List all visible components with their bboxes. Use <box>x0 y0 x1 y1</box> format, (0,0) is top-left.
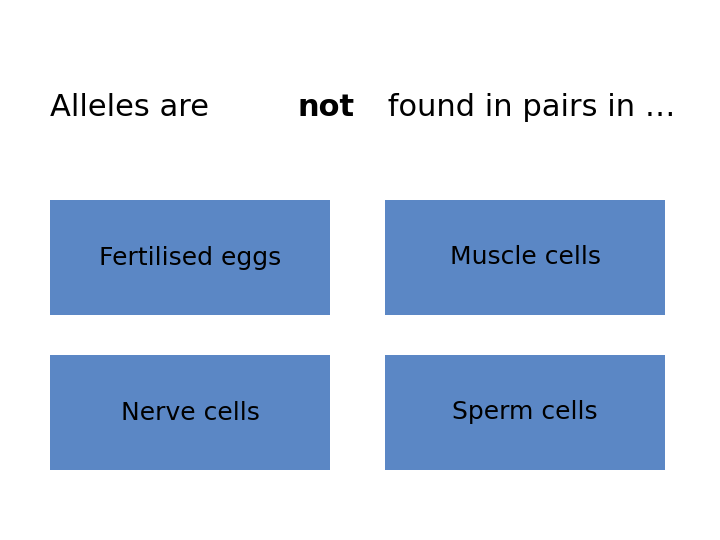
Text: Alleles are: Alleles are <box>50 93 219 123</box>
Text: Muscle cells: Muscle cells <box>449 246 600 269</box>
FancyBboxPatch shape <box>50 200 330 315</box>
Text: not: not <box>297 93 355 123</box>
Text: Sperm cells: Sperm cells <box>452 401 598 424</box>
FancyBboxPatch shape <box>385 355 665 470</box>
Text: Nerve cells: Nerve cells <box>120 401 259 424</box>
FancyBboxPatch shape <box>385 200 665 315</box>
Text: Fertilised eggs: Fertilised eggs <box>99 246 281 269</box>
Text: found in pairs in …: found in pairs in … <box>378 93 675 123</box>
FancyBboxPatch shape <box>50 355 330 470</box>
